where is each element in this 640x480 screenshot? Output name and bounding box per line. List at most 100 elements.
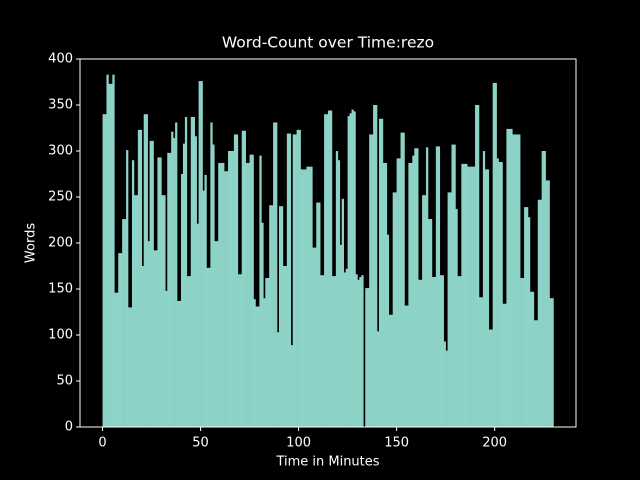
bar bbox=[449, 192, 452, 427]
bar bbox=[420, 279, 423, 427]
bar bbox=[284, 266, 288, 427]
bar bbox=[273, 122, 276, 427]
bar bbox=[398, 158, 401, 428]
bar bbox=[314, 247, 317, 427]
bar bbox=[218, 162, 221, 427]
bar bbox=[404, 305, 407, 427]
bar bbox=[128, 307, 131, 427]
bar bbox=[524, 207, 527, 427]
bar bbox=[531, 291, 535, 427]
bar bbox=[359, 277, 362, 427]
bar bbox=[547, 180, 550, 427]
bar bbox=[188, 276, 192, 427]
bar bbox=[288, 133, 292, 427]
bar bbox=[345, 268, 348, 427]
bar bbox=[322, 275, 325, 427]
bar bbox=[504, 303, 507, 427]
y-tick-label: 350 bbox=[48, 98, 73, 113]
bar bbox=[400, 132, 403, 427]
bar bbox=[371, 134, 374, 427]
bar bbox=[329, 110, 333, 428]
bar bbox=[412, 155, 415, 427]
bar bbox=[467, 166, 470, 427]
bar bbox=[282, 266, 286, 427]
bar bbox=[408, 162, 411, 427]
y-tick-label: 100 bbox=[48, 328, 73, 343]
bar bbox=[147, 241, 150, 427]
bar bbox=[418, 279, 421, 427]
bar bbox=[339, 244, 343, 427]
x-tick-label: 0 bbox=[98, 436, 106, 451]
bar bbox=[216, 241, 219, 427]
bar bbox=[259, 155, 262, 427]
x-tick-label: 100 bbox=[286, 436, 311, 451]
bar bbox=[433, 277, 437, 427]
bar bbox=[510, 128, 513, 428]
bar bbox=[220, 162, 223, 427]
bar bbox=[394, 192, 397, 427]
bar bbox=[508, 128, 511, 428]
bar bbox=[271, 205, 274, 427]
bar bbox=[496, 158, 499, 428]
bar bbox=[388, 314, 392, 427]
bar bbox=[451, 144, 454, 427]
bar bbox=[439, 275, 443, 427]
bar bbox=[202, 190, 205, 427]
bar bbox=[337, 160, 341, 427]
bar bbox=[292, 134, 295, 427]
bar bbox=[235, 134, 239, 427]
bar bbox=[108, 83, 111, 427]
bar bbox=[469, 166, 472, 427]
bar bbox=[457, 276, 460, 427]
bar bbox=[208, 267, 211, 427]
bar bbox=[149, 140, 152, 427]
bar bbox=[120, 253, 123, 427]
bar bbox=[476, 105, 480, 427]
bar bbox=[200, 81, 203, 427]
bar bbox=[192, 116, 195, 428]
bar bbox=[145, 114, 148, 427]
bar bbox=[494, 82, 497, 428]
x-tick-label: 150 bbox=[384, 436, 409, 451]
bar bbox=[318, 202, 321, 427]
bar bbox=[104, 114, 107, 427]
bar bbox=[233, 134, 237, 427]
bar bbox=[294, 134, 297, 427]
bar bbox=[304, 169, 307, 427]
bar bbox=[129, 307, 133, 427]
bar bbox=[447, 192, 450, 427]
bar bbox=[231, 151, 235, 427]
bar bbox=[392, 192, 395, 427]
bar bbox=[228, 151, 231, 427]
chart-title: Word-Count over Time:rezo bbox=[222, 34, 434, 52]
bar bbox=[126, 150, 129, 427]
bar bbox=[426, 147, 429, 427]
bar bbox=[173, 138, 176, 427]
bar bbox=[390, 314, 393, 427]
bar bbox=[463, 163, 466, 427]
x-axis-label: Time in Minutes bbox=[275, 455, 379, 470]
bar bbox=[124, 219, 127, 427]
bar bbox=[353, 111, 356, 427]
bar bbox=[459, 276, 462, 427]
bar bbox=[328, 110, 331, 428]
bar bbox=[355, 274, 358, 427]
bar bbox=[427, 219, 431, 427]
bar bbox=[278, 206, 282, 427]
bar bbox=[320, 275, 323, 427]
bar bbox=[155, 250, 158, 427]
bar bbox=[153, 250, 156, 427]
bar bbox=[492, 82, 495, 428]
bar bbox=[465, 163, 468, 427]
y-tick-label: 200 bbox=[48, 236, 73, 251]
bar bbox=[482, 151, 486, 427]
bar bbox=[502, 303, 505, 427]
bar bbox=[361, 275, 364, 427]
bar bbox=[212, 144, 215, 427]
bar bbox=[114, 292, 117, 427]
bar bbox=[369, 134, 372, 427]
bar bbox=[367, 288, 370, 427]
bar bbox=[308, 166, 311, 427]
bar bbox=[277, 332, 280, 427]
bar bbox=[406, 305, 409, 427]
